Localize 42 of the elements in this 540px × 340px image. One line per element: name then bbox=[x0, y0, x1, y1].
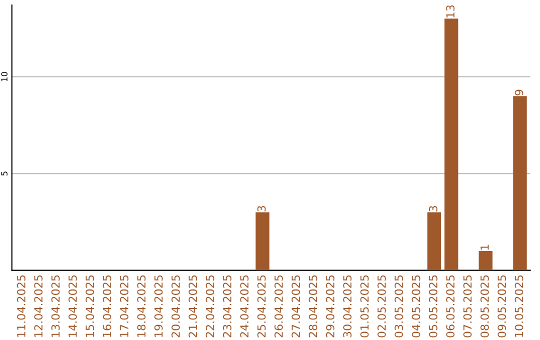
x-tick-label: 24.04.2025 bbox=[240, 275, 249, 338]
data-label: 3 bbox=[257, 206, 266, 212]
x-tick-label: 14.04.2025 bbox=[68, 275, 77, 337]
x-tick-label: 20.04.2025 bbox=[171, 275, 180, 338]
y-tick-label: 5 bbox=[1, 172, 8, 176]
bar bbox=[478, 250, 493, 270]
x-tick-label: 08.05.2025 bbox=[480, 275, 489, 338]
x-tick-label: 03.05.2025 bbox=[394, 275, 404, 338]
bar bbox=[513, 96, 527, 270]
x-tick-label: 04.05.2025 bbox=[412, 275, 420, 338]
x-tick-label: 23.04.2025 bbox=[222, 275, 232, 338]
x-tick-label: 16.04.2025 bbox=[102, 275, 112, 337]
x-tick-label: 11.04.2025 bbox=[17, 275, 26, 337]
x-tick-label: 15.04.2025 bbox=[86, 275, 94, 337]
x-tick-label: 12.04.2025 bbox=[34, 275, 43, 337]
x-tick-label: 02.05.2025 bbox=[377, 275, 386, 338]
data-label: 3 bbox=[428, 206, 438, 212]
data-label: 1 bbox=[480, 244, 489, 250]
x-tick-label: 07.05.2025 bbox=[463, 275, 472, 338]
x-tick-label: 28.04.2025 bbox=[308, 275, 318, 338]
x-tick-label: 27.04.2025 bbox=[292, 275, 300, 338]
x-tick-label: 22.04.2025 bbox=[206, 275, 214, 338]
x-tick-label: 21.04.2025 bbox=[188, 275, 198, 338]
y-tick-label: 10 bbox=[1, 72, 8, 82]
x-tick-label: 25.04.2025 bbox=[257, 275, 266, 338]
x-tick-label: 19.04.2025 bbox=[154, 275, 163, 337]
bar bbox=[427, 212, 442, 270]
data-label: 9 bbox=[514, 90, 524, 96]
x-tick-label: 17.04.2025 bbox=[120, 275, 128, 337]
x-tick-label: 09.05.2025 bbox=[498, 275, 506, 338]
x-tick-label: 29.04.2025 bbox=[326, 275, 334, 338]
x-tick-label: 18.04.2025 bbox=[137, 275, 146, 337]
data-label: 13 bbox=[446, 5, 455, 18]
x-tick-label: 26.04.2025 bbox=[274, 275, 283, 338]
x-tick-label: 05.05.2025 bbox=[428, 275, 438, 338]
x-tick-label: 10.05.2025 bbox=[514, 275, 524, 337]
x-tick-label: 01.05.2025 bbox=[360, 275, 369, 338]
bar bbox=[444, 18, 458, 270]
x-tick-label: 30.04.2025 bbox=[343, 275, 352, 338]
bar bbox=[256, 212, 270, 270]
x-tick-label: 06.05.2025 bbox=[446, 275, 455, 338]
x-tick-label: 13.04.2025 bbox=[51, 275, 60, 337]
